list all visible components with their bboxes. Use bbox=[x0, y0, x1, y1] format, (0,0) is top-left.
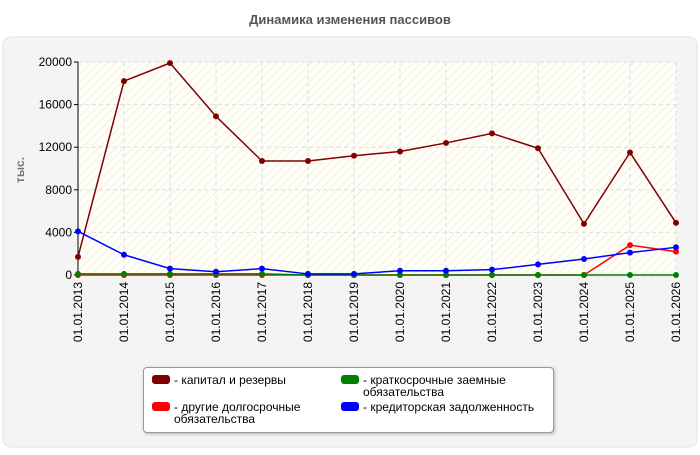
point bbox=[121, 78, 127, 85]
point bbox=[75, 270, 81, 277]
y-tick-label: 20000 bbox=[39, 55, 73, 69]
x-tick-label: 01.01.2015 bbox=[163, 282, 177, 342]
point bbox=[627, 272, 633, 278]
y-tick-label: 4000 bbox=[45, 225, 72, 239]
point bbox=[489, 266, 495, 273]
point bbox=[121, 270, 127, 277]
point bbox=[75, 253, 81, 260]
x-tick-label: 01.01.2018 bbox=[301, 282, 315, 342]
point bbox=[443, 272, 449, 278]
point bbox=[443, 139, 449, 146]
legend-item: - кредиторская задолженность bbox=[341, 401, 541, 425]
point bbox=[259, 270, 265, 277]
point bbox=[581, 220, 587, 227]
y-tick-label: 16000 bbox=[39, 98, 73, 112]
x-tick-label: 01.01.2026 bbox=[669, 282, 683, 342]
plot-area bbox=[78, 62, 676, 275]
legend-swatch bbox=[152, 375, 170, 384]
legend-item: - капитал и резервы bbox=[152, 374, 335, 398]
y-axis-label: тыс. bbox=[13, 157, 27, 183]
point bbox=[535, 272, 541, 278]
point bbox=[259, 265, 265, 272]
x-tick-label: 01.01.2023 bbox=[531, 282, 545, 342]
point bbox=[673, 248, 679, 255]
point bbox=[75, 228, 81, 235]
point bbox=[673, 272, 679, 278]
point bbox=[627, 149, 633, 156]
x-tick-label: 01.01.2025 bbox=[623, 282, 637, 342]
series-line bbox=[77, 230, 677, 275]
x-tick-label: 01.01.2016 bbox=[209, 282, 223, 342]
point bbox=[397, 148, 403, 155]
point bbox=[121, 251, 127, 258]
x-tick-label: 01.01.2022 bbox=[485, 282, 499, 342]
y-tick-label: 8000 bbox=[45, 183, 72, 197]
legend: - капитал и резервы - краткосрочные заемн… bbox=[143, 367, 554, 433]
y-tick-label: 0 bbox=[65, 268, 72, 282]
x-tick-label: 01.01.2024 bbox=[577, 282, 591, 342]
point bbox=[673, 244, 679, 251]
y-tick-label: 12000 bbox=[39, 140, 73, 154]
point bbox=[167, 60, 173, 67]
x-tick-label: 01.01.2017 bbox=[255, 282, 269, 342]
series-line bbox=[77, 62, 677, 258]
point bbox=[535, 145, 541, 152]
point bbox=[443, 267, 449, 274]
point bbox=[627, 249, 633, 256]
legend-swatch bbox=[341, 375, 359, 384]
point bbox=[581, 272, 587, 278]
x-tick-label: 01.01.2020 bbox=[393, 282, 407, 342]
point bbox=[351, 270, 357, 277]
legend-swatch bbox=[152, 402, 170, 411]
point bbox=[259, 158, 265, 165]
point bbox=[351, 152, 357, 159]
point bbox=[305, 270, 311, 277]
legend-swatch bbox=[341, 402, 359, 411]
x-tick-label: 01.01.2019 bbox=[347, 282, 361, 342]
legend-label: - капитал и резервы bbox=[174, 373, 286, 387]
legend-label: - другие долгосрочные обязательства bbox=[174, 400, 301, 426]
x-tick-label: 01.01.2013 bbox=[71, 282, 85, 342]
point bbox=[213, 268, 219, 275]
legend-item: - другие долгосрочные обязательства bbox=[152, 401, 335, 425]
legend-item: - краткосрочные заемные обязательства bbox=[341, 374, 541, 398]
x-tick-label: 01.01.2014 bbox=[117, 282, 131, 342]
point bbox=[673, 219, 679, 226]
legend-label: - краткосрочные заемные обязательства bbox=[363, 373, 506, 399]
point bbox=[213, 113, 219, 120]
point bbox=[535, 261, 541, 268]
legend-label: - кредиторская задолженность bbox=[363, 400, 535, 414]
point bbox=[167, 270, 173, 277]
point bbox=[397, 272, 403, 278]
point bbox=[581, 256, 587, 263]
chart-title: Динамика изменения пассивов bbox=[249, 12, 451, 27]
point bbox=[627, 242, 633, 249]
x-tick-label: 01.01.2021 bbox=[439, 282, 453, 342]
series-line bbox=[78, 273, 676, 276]
point bbox=[167, 265, 173, 272]
point bbox=[397, 267, 403, 274]
point bbox=[489, 272, 495, 278]
point bbox=[305, 158, 311, 165]
point bbox=[489, 130, 495, 137]
